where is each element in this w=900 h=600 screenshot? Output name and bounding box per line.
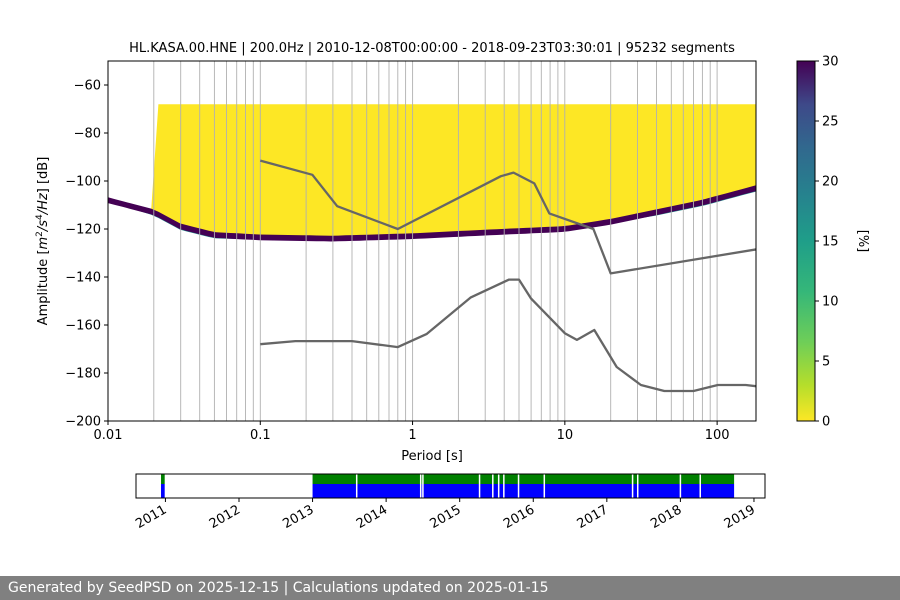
psd-plot-area: 0.01 0.1 1 10 100 −60 −80 −100 −120 −140 −160 −180… — [65, 60, 757, 443]
footer-status-bar: Generated by SeedPSD on 2025-12-15 | Cal… — [0, 576, 900, 600]
data-coverage-bar — [161, 474, 165, 484]
colorbar: 0 5 10 15 20 25 30 [%] — [796, 55, 870, 430]
colorbar-tick-label: 0 — [822, 415, 830, 430]
coverage-timeline: 2011 2012 2013 2014 2015 2016 2017 2018 2019 — [133, 473, 766, 532]
footer-text: Generated by SeedPSD on 2025-12-15 | Cal… — [8, 580, 549, 596]
noise-models — [259, 159, 756, 393]
timeline-year-label: 2011 — [133, 502, 169, 532]
timeline-year-label: 2013 — [280, 502, 316, 532]
colorbar-gradient — [796, 60, 816, 422]
psd-coverage-bar — [312, 484, 735, 498]
y-axis-ticks: −60 −80 −100 −120 −140 −160 −180 −200 — [65, 79, 108, 430]
psd-density-layer — [108, 104, 756, 242]
x-tick-label: 100 — [705, 428, 730, 443]
y-tick-label: −100 — [65, 175, 101, 190]
x-tick-label: 10 — [557, 428, 574, 443]
colorbar-tick-label: 20 — [822, 175, 839, 190]
data-coverage-bar — [312, 474, 735, 484]
timeline-year-ticks: 2011 2012 2013 2014 2015 2016 2017 2018 2019 — [133, 498, 758, 532]
timeline-year-label: 2016 — [501, 502, 537, 532]
x-tick-label: 0.01 — [94, 428, 123, 443]
x-tick-label: 0.1 — [250, 428, 271, 443]
y-tick-label: −200 — [65, 415, 101, 430]
timeline-year-label: 2018 — [648, 502, 684, 532]
colorbar-tick-label: 15 — [822, 235, 839, 250]
plot-frame — [107, 60, 757, 422]
colorbar-tick-label: 30 — [822, 55, 839, 70]
density-body — [108, 104, 756, 238]
psd-figure: HL.KASA.00.HNE | 200.0Hz | 2010-12-08T00… — [35, 41, 870, 532]
y-tick-label: −80 — [74, 127, 101, 142]
colorbar-label: [%] — [855, 230, 870, 253]
timeline-year-label: 2017 — [575, 502, 611, 532]
colorbar-tick-label: 25 — [822, 115, 839, 130]
timeline-year-label: 2019 — [722, 502, 758, 532]
x-axis-title: Period [s] — [401, 449, 463, 464]
timeline-frame — [135, 473, 766, 499]
high-noise-model-line — [259, 159, 756, 275]
y-tick-label: −120 — [65, 223, 101, 238]
colorbar-tick-label: 10 — [822, 295, 839, 310]
timeline-year-label: 2012 — [207, 502, 243, 532]
y-tick-label: −60 — [74, 79, 101, 94]
x-tick-label: 1 — [408, 428, 416, 443]
x-axis-ticks: 0.01 0.1 1 10 100 — [94, 421, 730, 443]
y-tick-label: −180 — [65, 367, 101, 382]
y-tick-label: −140 — [65, 271, 101, 286]
chart-title: HL.KASA.00.HNE | 200.0Hz | 2010-12-08T00… — [129, 41, 735, 56]
colorbar-ticks: 0 5 10 15 20 25 30 — [815, 55, 839, 430]
psd-coverage-bar — [161, 484, 165, 498]
y-tick-label: −160 — [65, 319, 101, 334]
colorbar-tick-label: 5 — [822, 355, 830, 370]
low-noise-model-line — [260, 278, 756, 393]
timeline-year-label: 2015 — [428, 502, 464, 532]
timeline-year-label: 2014 — [354, 502, 390, 532]
timeline-coverage-bars — [161, 474, 735, 498]
grid-lines — [108, 61, 718, 421]
y-axis-title: Amplitude [m2/s4/Hz] [dB] — [35, 157, 51, 326]
